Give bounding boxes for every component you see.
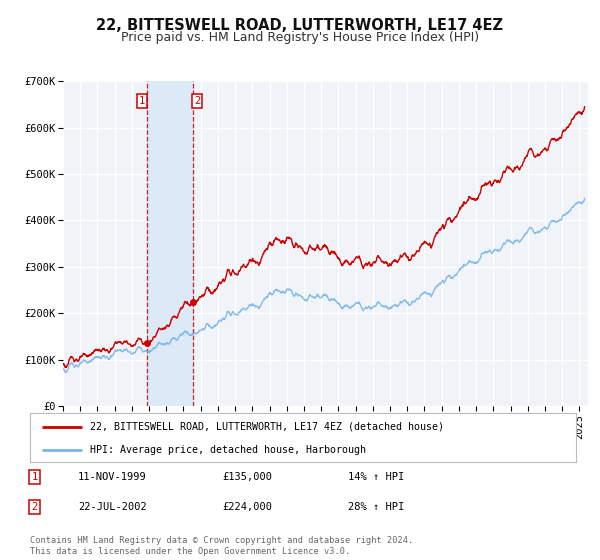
Text: 14% ↑ HPI: 14% ↑ HPI [348, 472, 404, 482]
Text: 2: 2 [32, 502, 38, 512]
Text: Contains HM Land Registry data © Crown copyright and database right 2024.
This d: Contains HM Land Registry data © Crown c… [30, 536, 413, 556]
Text: 28% ↑ HPI: 28% ↑ HPI [348, 502, 404, 512]
Bar [147, 81, 193, 406]
Text: 22-JUL-2002: 22-JUL-2002 [78, 502, 147, 512]
Text: 2: 2 [194, 96, 200, 106]
Text: 11-NOV-1999: 11-NOV-1999 [78, 472, 147, 482]
Text: Price paid vs. HM Land Registry's House Price Index (HPI): Price paid vs. HM Land Registry's House … [121, 31, 479, 44]
Text: 22, BITTESWELL ROAD, LUTTERWORTH, LE17 4EZ: 22, BITTESWELL ROAD, LUTTERWORTH, LE17 4… [97, 18, 503, 33]
Text: 1: 1 [32, 472, 38, 482]
Text: HPI: Average price, detached house, Harborough: HPI: Average price, detached house, Harb… [90, 445, 366, 455]
Text: £135,000: £135,000 [222, 472, 272, 482]
Text: 22, BITTESWELL ROAD, LUTTERWORTH, LE17 4EZ (detached house): 22, BITTESWELL ROAD, LUTTERWORTH, LE17 4… [90, 422, 444, 432]
Text: 1: 1 [139, 96, 145, 106]
Text: £224,000: £224,000 [222, 502, 272, 512]
